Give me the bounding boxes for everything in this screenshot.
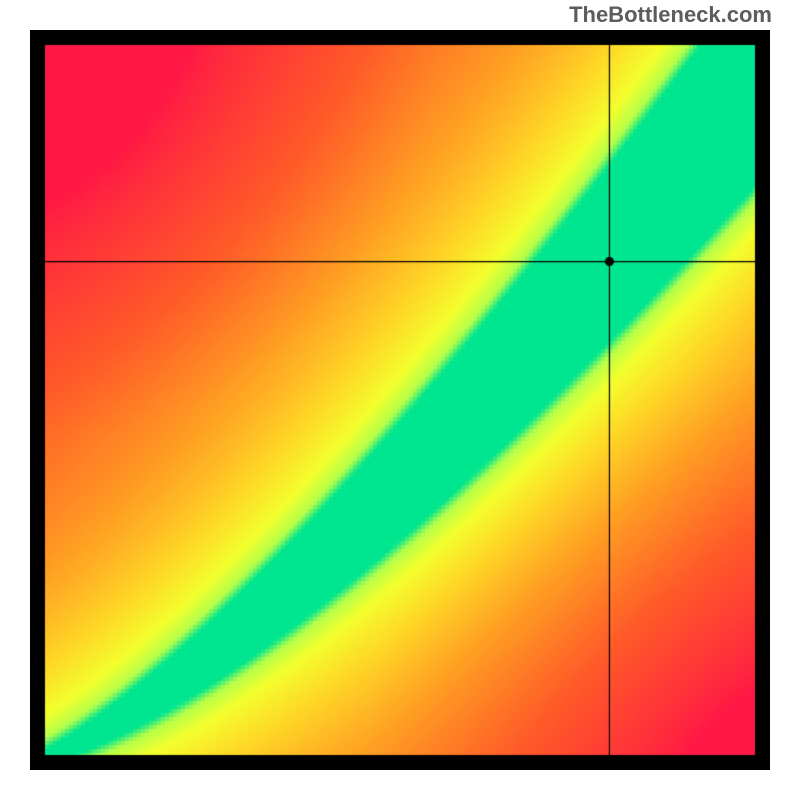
watermark-text: TheBottleneck.com	[569, 2, 772, 28]
heatmap-canvas	[30, 30, 770, 770]
chart-container: TheBottleneck.com	[0, 0, 800, 800]
heatmap-plot	[30, 30, 770, 770]
